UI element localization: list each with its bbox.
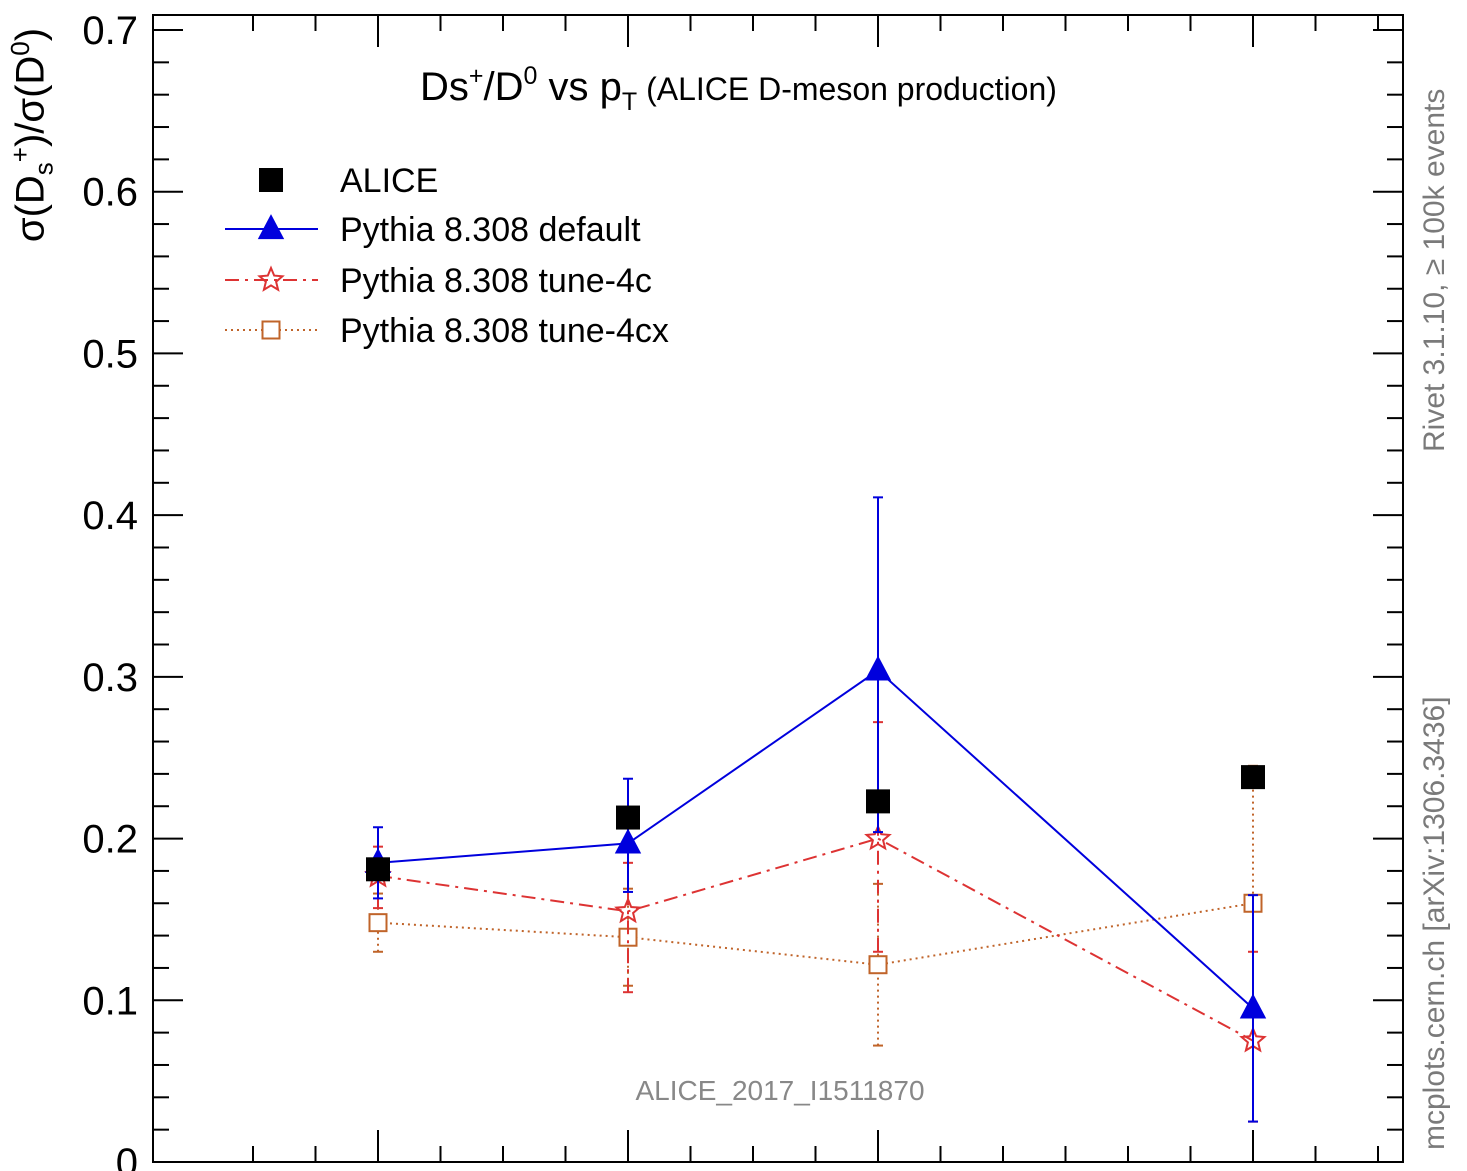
legend-item-1: Pythia 8.308 default: [225, 211, 641, 249]
chart-title: Ds+/D0 vs pT (ALICE D-meson production): [420, 62, 1057, 116]
legend-label: Pythia 8.308 tune-4c: [340, 262, 652, 300]
series-1: [364, 496, 1267, 1123]
legend-label: Pythia 8.308 tune-4cx: [340, 312, 669, 350]
marker-triangle: [864, 655, 892, 681]
series-0: [366, 765, 1265, 882]
y-tick-label: 0.6: [82, 171, 138, 215]
legend-item-2: Pythia 8.308 tune-4c: [225, 262, 652, 300]
marker-square: [866, 789, 890, 814]
series-layer: [364, 496, 1267, 1123]
marker-square: [616, 805, 640, 830]
plot-frame: [152, 14, 1404, 1163]
marker-square: [366, 857, 390, 882]
series-line: [377, 837, 1254, 1042]
marker-square: [259, 168, 283, 192]
marker-star: [864, 824, 892, 851]
marker-square: [261, 320, 281, 340]
marker-triangle: [257, 214, 285, 240]
marker-square: [1241, 765, 1265, 790]
legend: ALICE Pythia 8.308 default Pythia 8.308 tu…: [225, 162, 669, 350]
marker-triangle: [1239, 993, 1267, 1019]
y-tick-label: 0: [116, 1141, 138, 1171]
y-tick-label: 0.4: [82, 494, 138, 538]
y-axis-label: σ(Ds+)/σ(D0): [5, 27, 59, 243]
marker-square: [868, 955, 888, 975]
marker-star: [257, 265, 285, 292]
marker-triangle: [614, 828, 642, 854]
y-tick-label: 0.2: [82, 818, 138, 862]
marker-star: [614, 896, 642, 924]
analysis-label: ALICE_2017_I1511870: [635, 1075, 924, 1106]
rivet-version-label: Rivet 3.1.10, ≥ 100k events: [1418, 88, 1451, 452]
y-axis: 0 0.1 0.2 0.3 0.4 0.5 0.6 0.7: [82, 9, 1403, 1171]
y-tick-label: 0.7: [82, 9, 138, 53]
mcplots-label: mcplots.cern.ch [arXiv:1306.3436]: [1418, 696, 1451, 1150]
series-2: [364, 721, 1267, 1123]
series-line: [377, 669, 1254, 1010]
legend-label: Pythia 8.308 default: [340, 211, 641, 249]
marker-square: [368, 913, 388, 933]
legend-item-3: Pythia 8.308 tune-4cx: [225, 312, 669, 350]
series-line: [377, 902, 1254, 966]
series-3: [368, 764, 1263, 1123]
legend-label: ALICE: [340, 162, 438, 200]
x-axis: [252, 15, 1379, 1162]
legend-item-0: ALICE: [259, 162, 438, 200]
y-tick-label: 0.1: [82, 979, 138, 1023]
y-tick-label: 0.3: [82, 656, 138, 700]
y-tick-label: 0.5: [82, 332, 138, 376]
